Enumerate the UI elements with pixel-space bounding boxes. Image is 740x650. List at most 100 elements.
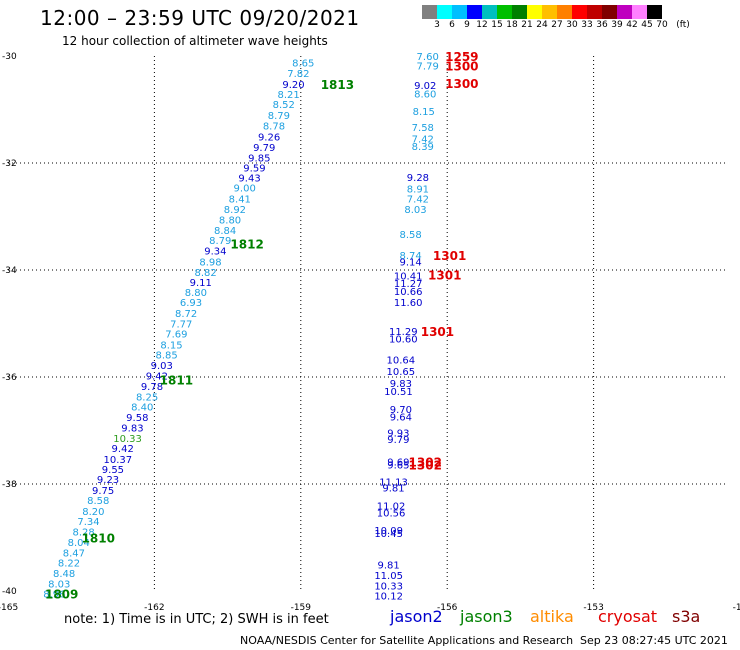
legend-swatch bbox=[467, 5, 482, 19]
wave-height-value: 8.78 bbox=[263, 122, 285, 133]
wave-height-value: 8.20 bbox=[82, 507, 104, 518]
legend-label: 6 bbox=[449, 20, 455, 30]
wave-height-value: 8.80 bbox=[185, 288, 207, 299]
wave-height-value: 8.25 bbox=[136, 392, 158, 403]
wave-height-value: 9.81 bbox=[382, 484, 404, 495]
legend-swatch bbox=[452, 5, 467, 19]
wave-height-value: 8.82 bbox=[195, 268, 217, 279]
x-tick-label: -165 bbox=[0, 603, 18, 613]
wave-height-value: 11.29 bbox=[389, 327, 418, 338]
wave-height-value: 9.55 bbox=[102, 465, 124, 476]
wave-height-value: 9.11 bbox=[190, 278, 212, 289]
wave-height-value: 9.43 bbox=[238, 173, 260, 184]
y-tick-label: -32 bbox=[2, 159, 17, 169]
y-tick-label: -36 bbox=[2, 373, 17, 383]
legend-label: 70 bbox=[656, 20, 668, 30]
pass-time-label: 1810 bbox=[82, 532, 115, 546]
wave-height-value: 10.65 bbox=[387, 367, 416, 378]
wave-height-value: 8.79 bbox=[209, 236, 231, 247]
wave-height-value: 9.81 bbox=[378, 560, 400, 571]
legend-swatch bbox=[422, 5, 437, 19]
legend-label: (ft) bbox=[676, 20, 690, 30]
wave-height-value: 9.78 bbox=[141, 382, 163, 393]
legend-swatch bbox=[512, 5, 527, 19]
legend-swatch bbox=[437, 5, 452, 19]
wave-height-value: 9.64 bbox=[390, 413, 412, 424]
wave-height-value: 11.02 bbox=[377, 501, 406, 512]
wave-height-value: 9.79 bbox=[253, 143, 275, 154]
legend-swatch bbox=[497, 5, 512, 19]
wave-height-value: 9.59 bbox=[243, 163, 265, 174]
legend-label: 21 bbox=[521, 20, 533, 30]
legend-label: 12 bbox=[476, 20, 488, 30]
y-tick-label: -34 bbox=[2, 266, 17, 276]
satellite-name-altika: altika bbox=[530, 607, 574, 626]
pass-time-label: 1813 bbox=[321, 78, 354, 92]
wave-height-value: 10.45 bbox=[374, 529, 403, 540]
x-tick-label: -153 bbox=[583, 603, 603, 613]
wave-height-value: 8.84 bbox=[214, 226, 236, 237]
wave-height-value: 10.33 bbox=[113, 434, 142, 445]
legend-swatch bbox=[542, 5, 557, 19]
legend-label: 33 bbox=[581, 20, 593, 30]
wave-height-value: 9.83 bbox=[390, 379, 412, 390]
wave-height-value: 10.33 bbox=[374, 582, 403, 593]
wave-height-value: 8.98 bbox=[199, 257, 221, 268]
legend-swatch bbox=[572, 5, 587, 19]
credit-line: NOAA/NESDIS Center for Satellite Applica… bbox=[240, 634, 574, 647]
wave-height-value: 10.66 bbox=[394, 287, 423, 298]
wave-height-value: 8.80 bbox=[219, 216, 241, 227]
wave-height-value: 8.47 bbox=[63, 548, 85, 559]
wave-height-value: 9.79 bbox=[387, 435, 409, 446]
map-axis-ticks: -165 -162 -159 -156 -153 -15 -30 -32 -34 -36 -38 -4… bbox=[0, 52, 740, 613]
legend-swatch bbox=[617, 5, 632, 19]
wave-height-value: 7.42 bbox=[412, 134, 434, 145]
satellite-name-cryosat: cryosat bbox=[598, 607, 658, 626]
legend-label: 9 bbox=[464, 20, 470, 30]
wave-height-value: 10.12 bbox=[374, 591, 403, 602]
pass-time-label: 1301 bbox=[428, 268, 461, 282]
pass-time-label: 1301 bbox=[433, 249, 466, 263]
legend-label: 18 bbox=[506, 20, 518, 30]
wave-height-value: 10.41 bbox=[394, 271, 423, 282]
wave-height-value: 9.42 bbox=[146, 371, 168, 382]
wave-height-value: 8.03 bbox=[48, 580, 70, 591]
x-tick-label: -159 bbox=[291, 603, 312, 613]
y-tick-label: -30 bbox=[2, 52, 17, 62]
wave-height-value: 9.93 bbox=[387, 429, 409, 440]
pass-time-label: 1259 bbox=[445, 50, 478, 64]
wave-height-value: 8.52 bbox=[273, 100, 295, 111]
legend-swatch bbox=[587, 5, 602, 19]
legend-swatch bbox=[602, 5, 617, 19]
wave-height-value: 8.41 bbox=[229, 194, 251, 205]
wave-height-value: 9.26 bbox=[258, 132, 280, 143]
legend-label: 36 bbox=[596, 20, 608, 30]
wave-height-value: 8.65 bbox=[292, 58, 314, 69]
wave-height-value: 8.58 bbox=[87, 496, 109, 507]
wave-height-value: 10.37 bbox=[103, 455, 132, 466]
wave-height-value: 7.60 bbox=[417, 52, 439, 63]
wave-height-value: 8.48 bbox=[53, 569, 75, 580]
wave-height-value: 7.82 bbox=[287, 69, 309, 80]
legend-label: 39 bbox=[611, 20, 623, 30]
legend-swatch bbox=[632, 5, 647, 19]
wave-height-value: 9.34 bbox=[204, 247, 226, 258]
wave-height-value: 9.28 bbox=[407, 173, 429, 184]
map-grid bbox=[8, 56, 728, 592]
wave-height-value: 11.27 bbox=[394, 279, 423, 290]
legend-swatches bbox=[422, 5, 662, 19]
wave-height-value: 8.03 bbox=[404, 205, 426, 216]
pass-time-label: 1302 bbox=[409, 456, 442, 470]
wave-height-value: 8.21 bbox=[277, 90, 299, 101]
wave-height-value: 7.58 bbox=[412, 123, 434, 134]
wave-height-value: 10.51 bbox=[384, 387, 413, 398]
wave-height-value: 7.34 bbox=[77, 517, 99, 528]
generated-timestamp: Sep 23 08:27:45 UTC 2021 bbox=[580, 634, 728, 647]
wave-height-value: 7.77 bbox=[170, 320, 192, 331]
wave-height-value: 9.69 bbox=[387, 458, 409, 469]
map-time-labels: 1813181218111810180912591300130013011301… bbox=[45, 50, 479, 602]
wave-height-value: 7.42 bbox=[407, 194, 429, 205]
legend-label: 30 bbox=[566, 20, 578, 30]
wave-height-value: 8.74 bbox=[399, 251, 421, 262]
wave-height-value: 9.85 bbox=[248, 154, 270, 165]
